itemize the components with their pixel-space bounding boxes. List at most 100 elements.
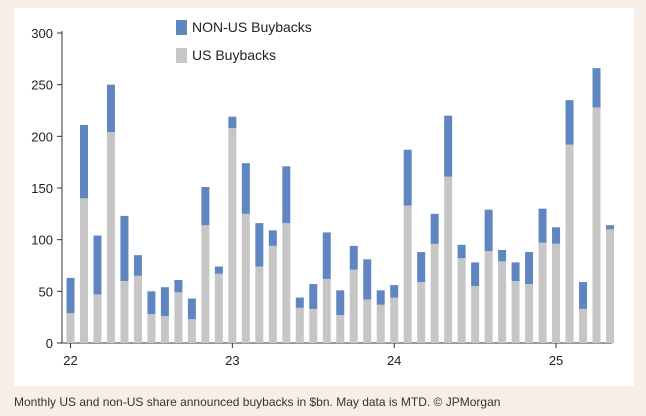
legend-swatch-non-us [176,20,187,35]
bar-us-Dec-24 [538,242,547,343]
bar-us-May-22 [120,281,129,343]
bar-us-May-24 [444,176,453,343]
bar-non-us-May-23 [282,166,291,224]
bar-non-us-Dec-23 [376,290,385,305]
y-tick-label: 250 [31,78,53,93]
bar-us-Jul-22 [147,314,156,343]
bar-us-Oct-24 [511,281,520,343]
bar-us-Jul-23 [309,308,318,343]
bar-us-Jan-23 [228,128,237,343]
bar-non-us-May-24 [444,115,453,177]
bar-us-Sep-22 [174,292,183,343]
bar-non-us-May-25 [606,225,614,230]
bar-us-Nov-23 [363,299,372,343]
bar-non-us-Mar-22 [93,235,102,295]
bar-us-Apr-24 [430,243,439,343]
legend-label-non-us: NON-US Buybacks [192,19,312,35]
bar-non-us-Apr-22 [106,84,115,133]
stacked-bar-chart: 0 50 100 150 200 250 300 22 23 24 25 NON-US Buyback… [31,19,614,368]
bar-us-Feb-24 [403,205,412,343]
bar-us-Mar-24 [417,282,426,343]
bar-us-Apr-25 [592,107,601,344]
bar-non-us-Aug-23 [322,232,331,279]
bar-non-us-Jan-23 [228,116,237,129]
bar-non-us-Feb-22 [79,124,88,199]
bar-us-Feb-25 [565,144,574,343]
x-tick-label: 25 [549,353,563,368]
y-tick-label: 150 [31,181,53,196]
bar-us-Jan-22 [66,313,75,343]
bar-non-us-Jun-23 [295,297,304,308]
bar-us-Feb-22 [79,198,88,343]
bar-us-Jan-24 [390,297,399,343]
x-tick-label: 22 [63,353,77,368]
bar-non-us-Jul-23 [309,284,318,309]
bar-non-us-Mar-25 [579,282,588,309]
y-tick-label: 50 [39,284,53,299]
bar-non-us-Feb-24 [403,149,412,206]
bar-non-us-Jun-24 [457,244,466,259]
bar-non-us-Nov-22 [201,186,210,226]
bar-non-us-Feb-23 [241,163,250,214]
bar-us-Jun-23 [295,307,304,343]
bar-non-us-Dec-22 [214,266,223,274]
bar-us-Nov-22 [201,225,210,343]
bar-non-us-Apr-25 [592,68,601,108]
bar-us-Jun-22 [133,275,142,343]
bar-us-Nov-24 [525,284,534,343]
bar-non-us-Aug-24 [484,209,493,252]
x-tick-label: 24 [387,353,401,368]
y-tick-label: 200 [31,129,53,144]
bar-non-us-Oct-23 [349,245,358,270]
y-tick-label: 300 [31,26,53,41]
bar-non-us-Apr-24 [430,213,439,244]
bar-non-us-Feb-25 [565,100,574,145]
bar-us-Feb-23 [241,213,250,343]
bar-non-us-Apr-23 [268,230,277,246]
chart-caption: Monthly US and non-US share announced bu… [14,395,501,409]
bar-non-us-Jan-24 [390,285,399,298]
legend-swatch-us [176,48,187,63]
bar-us-Apr-23 [268,245,277,343]
bar-us-Jan-25 [552,243,561,343]
bar-us-May-25 [606,229,614,343]
bar-non-us-Nov-24 [525,252,534,285]
bar-non-us-Jan-25 [552,227,561,244]
bar-non-us-Jan-22 [66,277,75,314]
bar-non-us-May-22 [120,215,129,281]
bar-non-us-Dec-24 [538,208,547,243]
bar-non-us-Sep-23 [336,290,345,316]
bar-us-Oct-23 [349,269,358,343]
bar-us-Jun-24 [457,258,466,343]
y-tick-label: 100 [31,233,53,248]
bar-us-May-23 [282,223,291,343]
bar-non-us-Mar-23 [255,223,264,267]
bar-non-us-Jul-22 [147,291,156,315]
x-tick-label: 23 [225,353,239,368]
bar-us-Sep-24 [498,261,507,343]
bar-non-us-Aug-22 [160,287,169,317]
bar-non-us-Nov-23 [363,259,372,300]
bar-us-Mar-25 [579,308,588,343]
chart-panel: 0 50 100 150 200 250 300 22 23 24 25 NON-US Buyback… [14,8,634,386]
bar-us-Aug-23 [322,278,331,343]
legend-label-us: US Buybacks [192,47,276,63]
bar-us-Dec-23 [376,304,385,343]
bar-us-Oct-22 [187,319,196,343]
bar-us-Aug-22 [160,316,169,343]
bar-non-us-Mar-24 [417,252,426,283]
bar-us-Dec-22 [214,273,223,343]
bar-non-us-Sep-24 [498,250,507,262]
bar-non-us-Jul-24 [471,262,480,287]
bar-us-Aug-24 [484,251,493,343]
bar-non-us-Sep-22 [174,279,183,293]
bar-us-Mar-22 [93,294,102,343]
bar-non-us-Oct-24 [511,262,520,281]
bar-us-Sep-23 [336,315,345,343]
bar-us-Jul-24 [471,286,480,343]
bar-non-us-Jun-22 [133,255,142,276]
bar-us-Apr-22 [106,132,115,343]
bar-non-us-Oct-22 [187,298,196,320]
bar-us-Mar-23 [255,266,264,343]
